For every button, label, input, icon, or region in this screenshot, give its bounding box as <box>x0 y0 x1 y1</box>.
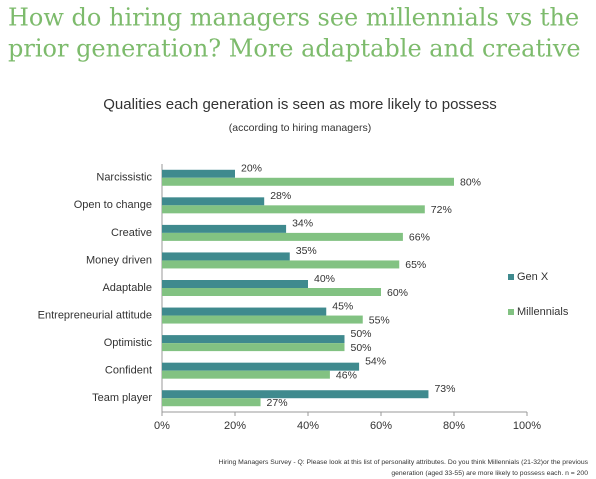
chart-title: Qualities each generation is seen as mor… <box>103 96 497 113</box>
x-tick-label: 20% <box>224 420 246 432</box>
value-label: 80% <box>460 177 481 189</box>
y-tick-label: Optimistic <box>104 337 153 349</box>
x-tick-label: 80% <box>443 420 465 432</box>
y-tick-label: Open to change <box>74 199 152 211</box>
bar <box>162 362 360 371</box>
x-tick-label: 0% <box>154 420 170 432</box>
x-tick-label: 40% <box>297 420 319 432</box>
bar <box>162 177 454 186</box>
y-tick-label: Creative <box>111 227 152 239</box>
bar <box>162 390 429 399</box>
y-tick-label: Entrepreneurial attitude <box>38 309 152 321</box>
value-label: 20% <box>241 163 262 175</box>
value-label: 50% <box>351 328 372 340</box>
value-label: 35% <box>296 245 317 257</box>
y-tick-label: Money driven <box>86 254 152 266</box>
value-label: 72% <box>431 204 452 216</box>
value-label: 34% <box>292 218 313 230</box>
value-label: 73% <box>434 383 455 395</box>
value-label: 65% <box>405 259 426 271</box>
bar <box>162 232 403 241</box>
bar <box>162 335 345 344</box>
bar <box>162 307 327 316</box>
bar <box>162 197 265 206</box>
value-label: 54% <box>365 355 386 367</box>
value-label: 27% <box>267 397 288 409</box>
value-label: 66% <box>409 232 430 244</box>
legend-swatch <box>508 274 514 280</box>
headline: How do hiring managers see millennials v… <box>8 4 579 32</box>
legend-swatch <box>508 309 514 315</box>
bar <box>162 343 345 352</box>
footnote: Hiring Managers Survey - Q: Please look … <box>219 459 589 466</box>
y-tick-label: Confident <box>105 365 152 377</box>
legend-label: Millennials <box>517 306 569 318</box>
legend-label: Gen X <box>517 271 549 283</box>
y-tick-label: Team player <box>92 392 152 404</box>
bar <box>162 370 330 379</box>
value-label: 28% <box>270 190 291 202</box>
value-label: 40% <box>314 273 335 285</box>
value-label: 50% <box>351 342 372 354</box>
y-tick-label: Adaptable <box>102 282 152 294</box>
x-tick-label: 100% <box>513 420 541 432</box>
headline: prior generation? More adaptable and cre… <box>8 35 581 63</box>
bar <box>162 252 290 261</box>
bar <box>162 280 308 288</box>
bar <box>162 205 425 214</box>
bar <box>162 315 363 324</box>
value-label: 46% <box>336 369 357 381</box>
value-label: 55% <box>369 314 390 326</box>
value-label: 45% <box>332 300 353 312</box>
bar <box>162 260 400 269</box>
bar <box>162 224 287 233</box>
bar <box>162 288 381 296</box>
x-tick-label: 60% <box>370 420 392 432</box>
chart-subtitle: (according to hiring managers) <box>229 122 371 134</box>
bar <box>162 398 261 407</box>
value-label: 60% <box>387 287 408 299</box>
y-tick-label: Narcissistic <box>96 172 152 184</box>
footnote: generation (aged 33-55) are more likely … <box>391 470 588 477</box>
bar <box>162 169 235 178</box>
